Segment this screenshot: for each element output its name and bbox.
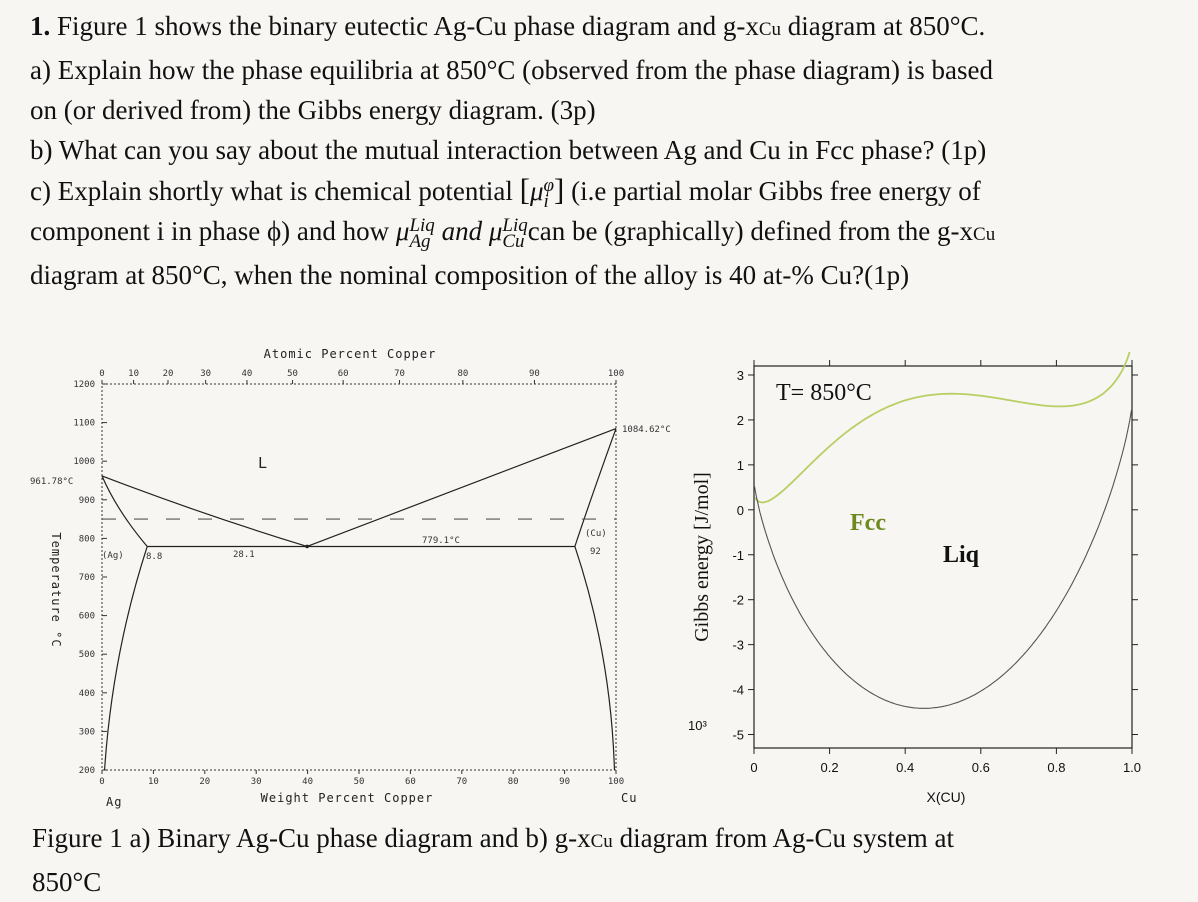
top-tick-labels: 0 10 20 30 40 50 60 70 80 90 100 (99, 369, 624, 384)
top-tick-label: 20 (163, 369, 174, 379)
top-tick-label: 100 (608, 369, 624, 379)
question-a-line2: on (or derived from) the Gibbs energy di… (30, 95, 596, 125)
gibbs-y-tick-label: -3 (732, 638, 744, 653)
liq-curve (753, 409, 1133, 709)
bottom-tick-label: 40 (302, 777, 313, 787)
gibbs-y-tick-label: -5 (732, 728, 744, 743)
temp-tick-label: 200 (79, 766, 95, 776)
gibbs-x-axis-title: X(CU) (927, 789, 966, 805)
bottom-tick-label: 20 (199, 777, 210, 787)
top-tick-label: 70 (394, 369, 405, 379)
temp-tick-label: 700 (79, 573, 95, 583)
ag-melting-point: 961.78°C (30, 477, 73, 487)
gibbs-y-tick-label: 1 (737, 458, 744, 473)
frame-box (101, 383, 617, 771)
gibbs-multiplier: 10³ (688, 718, 707, 733)
element-cu: Cu (621, 791, 637, 805)
gibbs-x-tick-label: 0.8 (1047, 760, 1065, 775)
phase-boundaries (101, 427, 617, 771)
temperature-axis-title: Temperature °C (49, 532, 63, 647)
gibbs-x-tick-label: 0.2 (821, 760, 839, 775)
top-axis-title: Atomic Percent Copper (264, 347, 437, 361)
gibbs-y-tick-label: 2 (737, 413, 744, 428)
solvus-ag (103, 546, 148, 771)
gibbs-title: T= 850°C (776, 380, 872, 406)
gibbs-y-tick-label: -2 (732, 593, 744, 608)
temp-tick-label: 800 (79, 534, 95, 544)
phase-diagram: Atomic Percent Copper 0 10 20 30 40 50 60 70 80 9… (30, 347, 670, 809)
gibbs-x-ticks: 0 0.2 0.4 0.6 0.8 1.0 (750, 360, 1141, 775)
question-number: 1. (30, 11, 51, 41)
gibbs-x-tick-label: 0.6 (972, 760, 990, 775)
question-c-line1: c) Explain shortly what is chemical pote… (30, 172, 981, 212)
bottom-tick-label: 70 (456, 777, 467, 787)
temp-tick-label: 500 (79, 650, 95, 660)
gibbs-y-tick-label: 0 (737, 503, 744, 518)
liq-label: Liq (943, 542, 980, 568)
bottom-tick-label: 100 (608, 777, 624, 787)
gibbs-x-tick-label: 1.0 (1123, 760, 1141, 775)
temp-tick-label: 1200 (73, 380, 95, 390)
gibbs-y-tick-label: -4 (732, 683, 744, 698)
fcc-label: Fcc (850, 510, 886, 536)
gibbs-y-tick-label: 3 (737, 368, 744, 383)
question-c-line3: diagram at 850°C, when the nominal compo… (30, 260, 910, 290)
liquidus-ag-side (101, 475, 308, 548)
temp-tick-label: 1000 (73, 457, 95, 467)
bottom-tick-label: 10 (148, 777, 159, 787)
question-text: 1. Figure 1 shows the binary eutectic Ag… (30, 6, 1190, 295)
cu-solubility-limit: 92 (590, 547, 601, 557)
eutectic-composition: 28.1 (233, 550, 255, 560)
liquidus-cu-side (306, 427, 617, 548)
element-ag: Ag (106, 795, 122, 809)
gibbs-y-ticks: 3 2 1 0 -1 -2 -3 -4 -5 (732, 368, 1138, 743)
question-b: b) What can you say about the mutual int… (30, 135, 987, 165)
temp-tick-label: 300 (79, 727, 95, 737)
label-ag-phase: (Ag) (102, 551, 124, 561)
top-tick-label: 60 (338, 369, 349, 379)
bottom-tick-labels: 0 10 20 30 40 50 60 70 80 90 100 (99, 770, 624, 787)
top-tick-label: 80 (457, 369, 468, 379)
question-intro: 1. Figure 1 shows the binary eutectic Ag… (30, 11, 986, 41)
solvus-cu (574, 546, 616, 771)
top-tick-label: 10 (128, 369, 139, 379)
cu-melting-point: 1084.62°C (622, 425, 670, 435)
bottom-tick-label: 60 (405, 777, 416, 787)
temp-tick-label: 900 (79, 496, 95, 506)
gibbs-x-tick-label: 0 (750, 760, 757, 775)
bottom-tick-label: 50 (354, 777, 365, 787)
top-tick-label: 90 (529, 369, 540, 379)
solidus-ag (101, 475, 148, 547)
phase-diagram-frame (101, 383, 617, 771)
gibbs-energy-diagram: 3 2 1 0 -1 -2 -3 -4 -5 0 0.2 0.4 0.6 0.8 1.0 Gibbs en… (688, 352, 1141, 805)
eutectic-point (305, 544, 309, 549)
question-a-line1: a) Explain how the phase equilibria at 8… (30, 55, 994, 85)
question-c-line2: component i in phase ϕ) and how μ Liq Ag a… (30, 214, 996, 252)
bottom-axis-title: Weight Percent Copper (261, 791, 434, 805)
solidus-cu (574, 428, 617, 547)
top-tick-label: 30 (200, 369, 211, 379)
temp-tick-label: 600 (79, 612, 95, 622)
figure-caption: Figure 1 a) Binary Ag-Cu phase diagram a… (32, 823, 955, 897)
top-tick-label: 50 (287, 369, 298, 379)
label-cu-phase: (Cu) (585, 529, 607, 539)
eutectic-temperature: 779.1°C (422, 536, 460, 546)
top-tick-label: 40 (242, 369, 253, 379)
gibbs-y-tick-label: -1 (732, 548, 744, 563)
bottom-tick-label: 30 (251, 777, 262, 787)
gibbs-x-tick-label: 0.4 (896, 760, 914, 775)
temp-tick-label: 1100 (73, 419, 95, 429)
temp-tick-label: 400 (79, 689, 95, 699)
bottom-tick-label: 0 (99, 777, 104, 787)
label-liquid: L (258, 454, 267, 472)
top-tick-label: 0 (99, 369, 104, 379)
bottom-tick-label: 80 (508, 777, 519, 787)
gibbs-plot-frame (753, 365, 1133, 749)
fcc-curve (754, 352, 1131, 504)
ag-solubility-limit: 8.8 (146, 552, 162, 562)
bottom-tick-label: 90 (559, 777, 570, 787)
gibbs-y-axis-title: Gibbs energy [J/mol] (691, 472, 713, 642)
